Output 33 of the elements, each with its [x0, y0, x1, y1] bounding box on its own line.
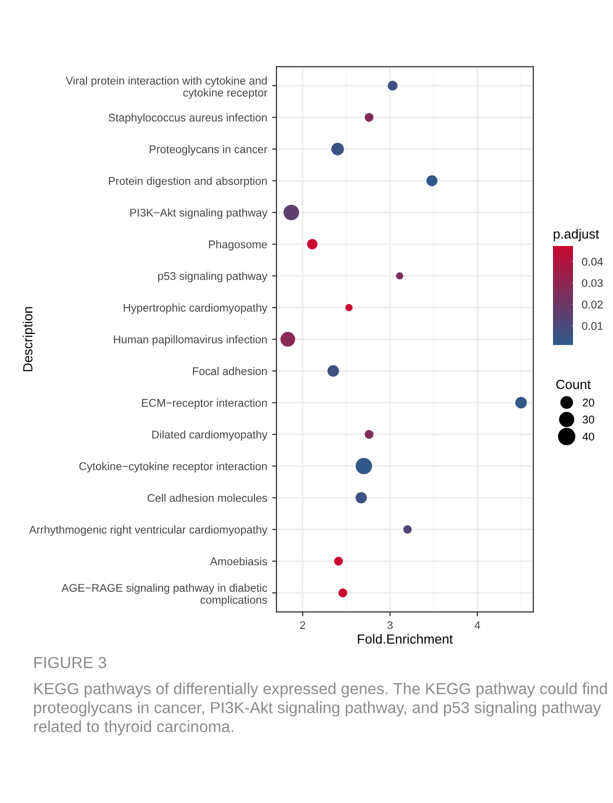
x-tick-label: 2 [300, 621, 306, 629]
y-tick-label: Focal adhesion [192, 366, 267, 376]
color-bar-title: p.adjust [554, 228, 600, 242]
y-tick-label: Arrhythmogenic right ventricular cardiomyopathy [29, 525, 268, 536]
color-bar-label: 0.03 [582, 279, 603, 288]
y-tick-label: p53 signaling pathway [158, 272, 268, 282]
y-tick-label: Human papillomavirus infection [114, 335, 267, 346]
x-axis-title: Fold.Enrichment [358, 634, 453, 644]
color-bar-label: 0.01 [582, 322, 603, 330]
y-tick-label: Viral protein interaction with cytokine and cytokine receptor [66, 76, 268, 99]
caption: FIGURE 3 [34, 656, 106, 668]
x-tick-label: 4 [474, 621, 480, 629]
y-axis-title: Description [22, 307, 36, 372]
y-tick-label: Dilated cardiomyopathy [152, 430, 268, 441]
text: KEGG pathways of differentially expressed genes. The KEGG pathway could find proteoglycans in cancer, PI3K-Akt signaling pathway, and p53 signaling pathway related to thyroid carcinoma. [34, 682, 607, 736]
legend-title: Count [556, 380, 591, 390]
legend-label: 30 [582, 416, 594, 424]
y-tick-label: Cytokine−cytokine receptor interaction [79, 462, 267, 472]
y-tick-label: ECM−receptor interaction [142, 398, 267, 409]
y-tick-label: Amoebiasis [210, 557, 268, 566]
y-tick-label: Proteoglycans in cancer [150, 145, 268, 156]
y-tick-label: Staphylococcus aureus infection [108, 113, 267, 124]
y-tick-label: Hypertrophic cardiomyopathy [124, 304, 268, 314]
y-tick-label: Protein digestion and absorption [108, 176, 267, 188]
x-tick-label: 3 [387, 621, 393, 630]
y-tick-label: Cell adhesion molecules [148, 494, 268, 502]
legend-label: 20 [582, 398, 594, 407]
color-bar-label: 0.04 [582, 258, 603, 266]
y-tick-label: Phagosome [209, 240, 267, 250]
color-bar-label: 0.02 [582, 300, 603, 308]
legend-label: 40 [582, 432, 594, 441]
y-tick-label: PI3K−Akt signaling pathway [130, 208, 268, 219]
y-tick-label: AGE−RAGE signaling pathway in diabetic complications [61, 584, 268, 606]
